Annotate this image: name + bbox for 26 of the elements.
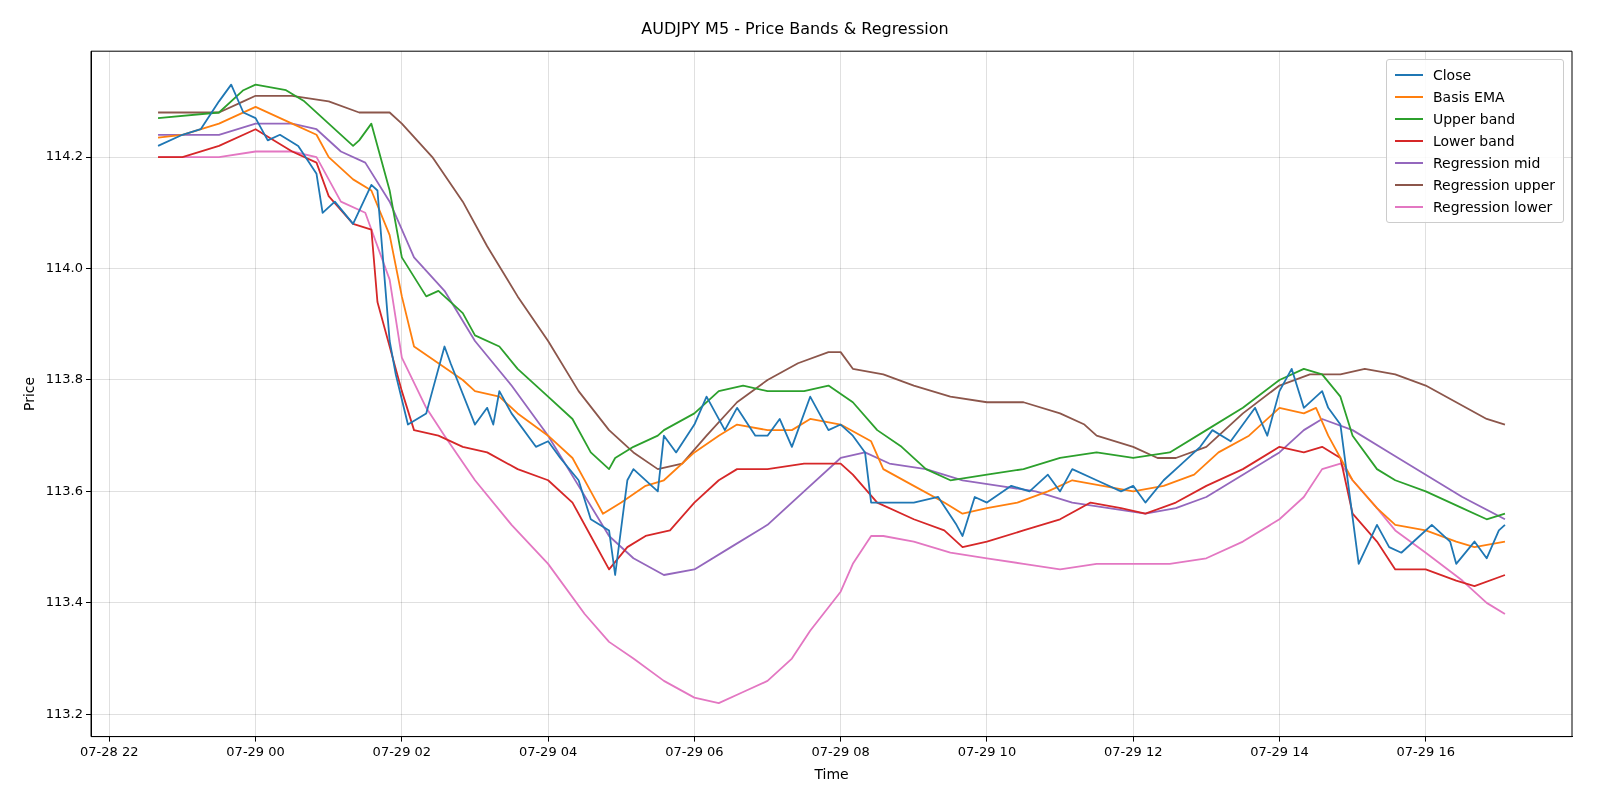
legend-label: Regression mid	[1432, 155, 1541, 172]
x-tick-label: 07-29 10	[957, 743, 1017, 759]
y-axis-title: Price	[21, 376, 38, 411]
y-tick-label: 113.6	[45, 482, 84, 498]
legend-label: Lower band	[1432, 133, 1515, 150]
x-tick-label: 07-29 08	[811, 743, 870, 759]
legend-label: Close	[1432, 67, 1472, 84]
legend-label: Regression lower	[1432, 199, 1553, 216]
legend-label: Regression upper	[1432, 177, 1555, 194]
x-tick-label: 07-29 16	[1396, 743, 1455, 759]
y-tick-label: 113.2	[45, 705, 84, 721]
legend-label: Basis EMA	[1432, 89, 1505, 106]
y-tick-label: 114.2	[45, 148, 84, 164]
y-tick-label: 113.4	[45, 594, 84, 610]
y-tick-label: 113.8	[45, 371, 84, 387]
legend-label: Upper band	[1432, 111, 1516, 128]
chart-title: AUDJPY M5 - Price Bands & Regression	[641, 18, 949, 38]
x-tick-label: 07-29 12	[1103, 743, 1163, 759]
x-axis-title: Time	[813, 766, 849, 783]
x-tick-label: 07-29 14	[1250, 743, 1309, 759]
x-tick-label: 07-28 22	[80, 743, 139, 759]
x-tick-label: 07-29 00	[226, 743, 285, 759]
x-tick-label: 07-29 02	[372, 743, 432, 759]
x-tick-label: 07-29 04	[518, 743, 578, 759]
y-tick-label: 114.0	[45, 259, 84, 275]
x-tick-label: 07-29 06	[665, 743, 724, 759]
